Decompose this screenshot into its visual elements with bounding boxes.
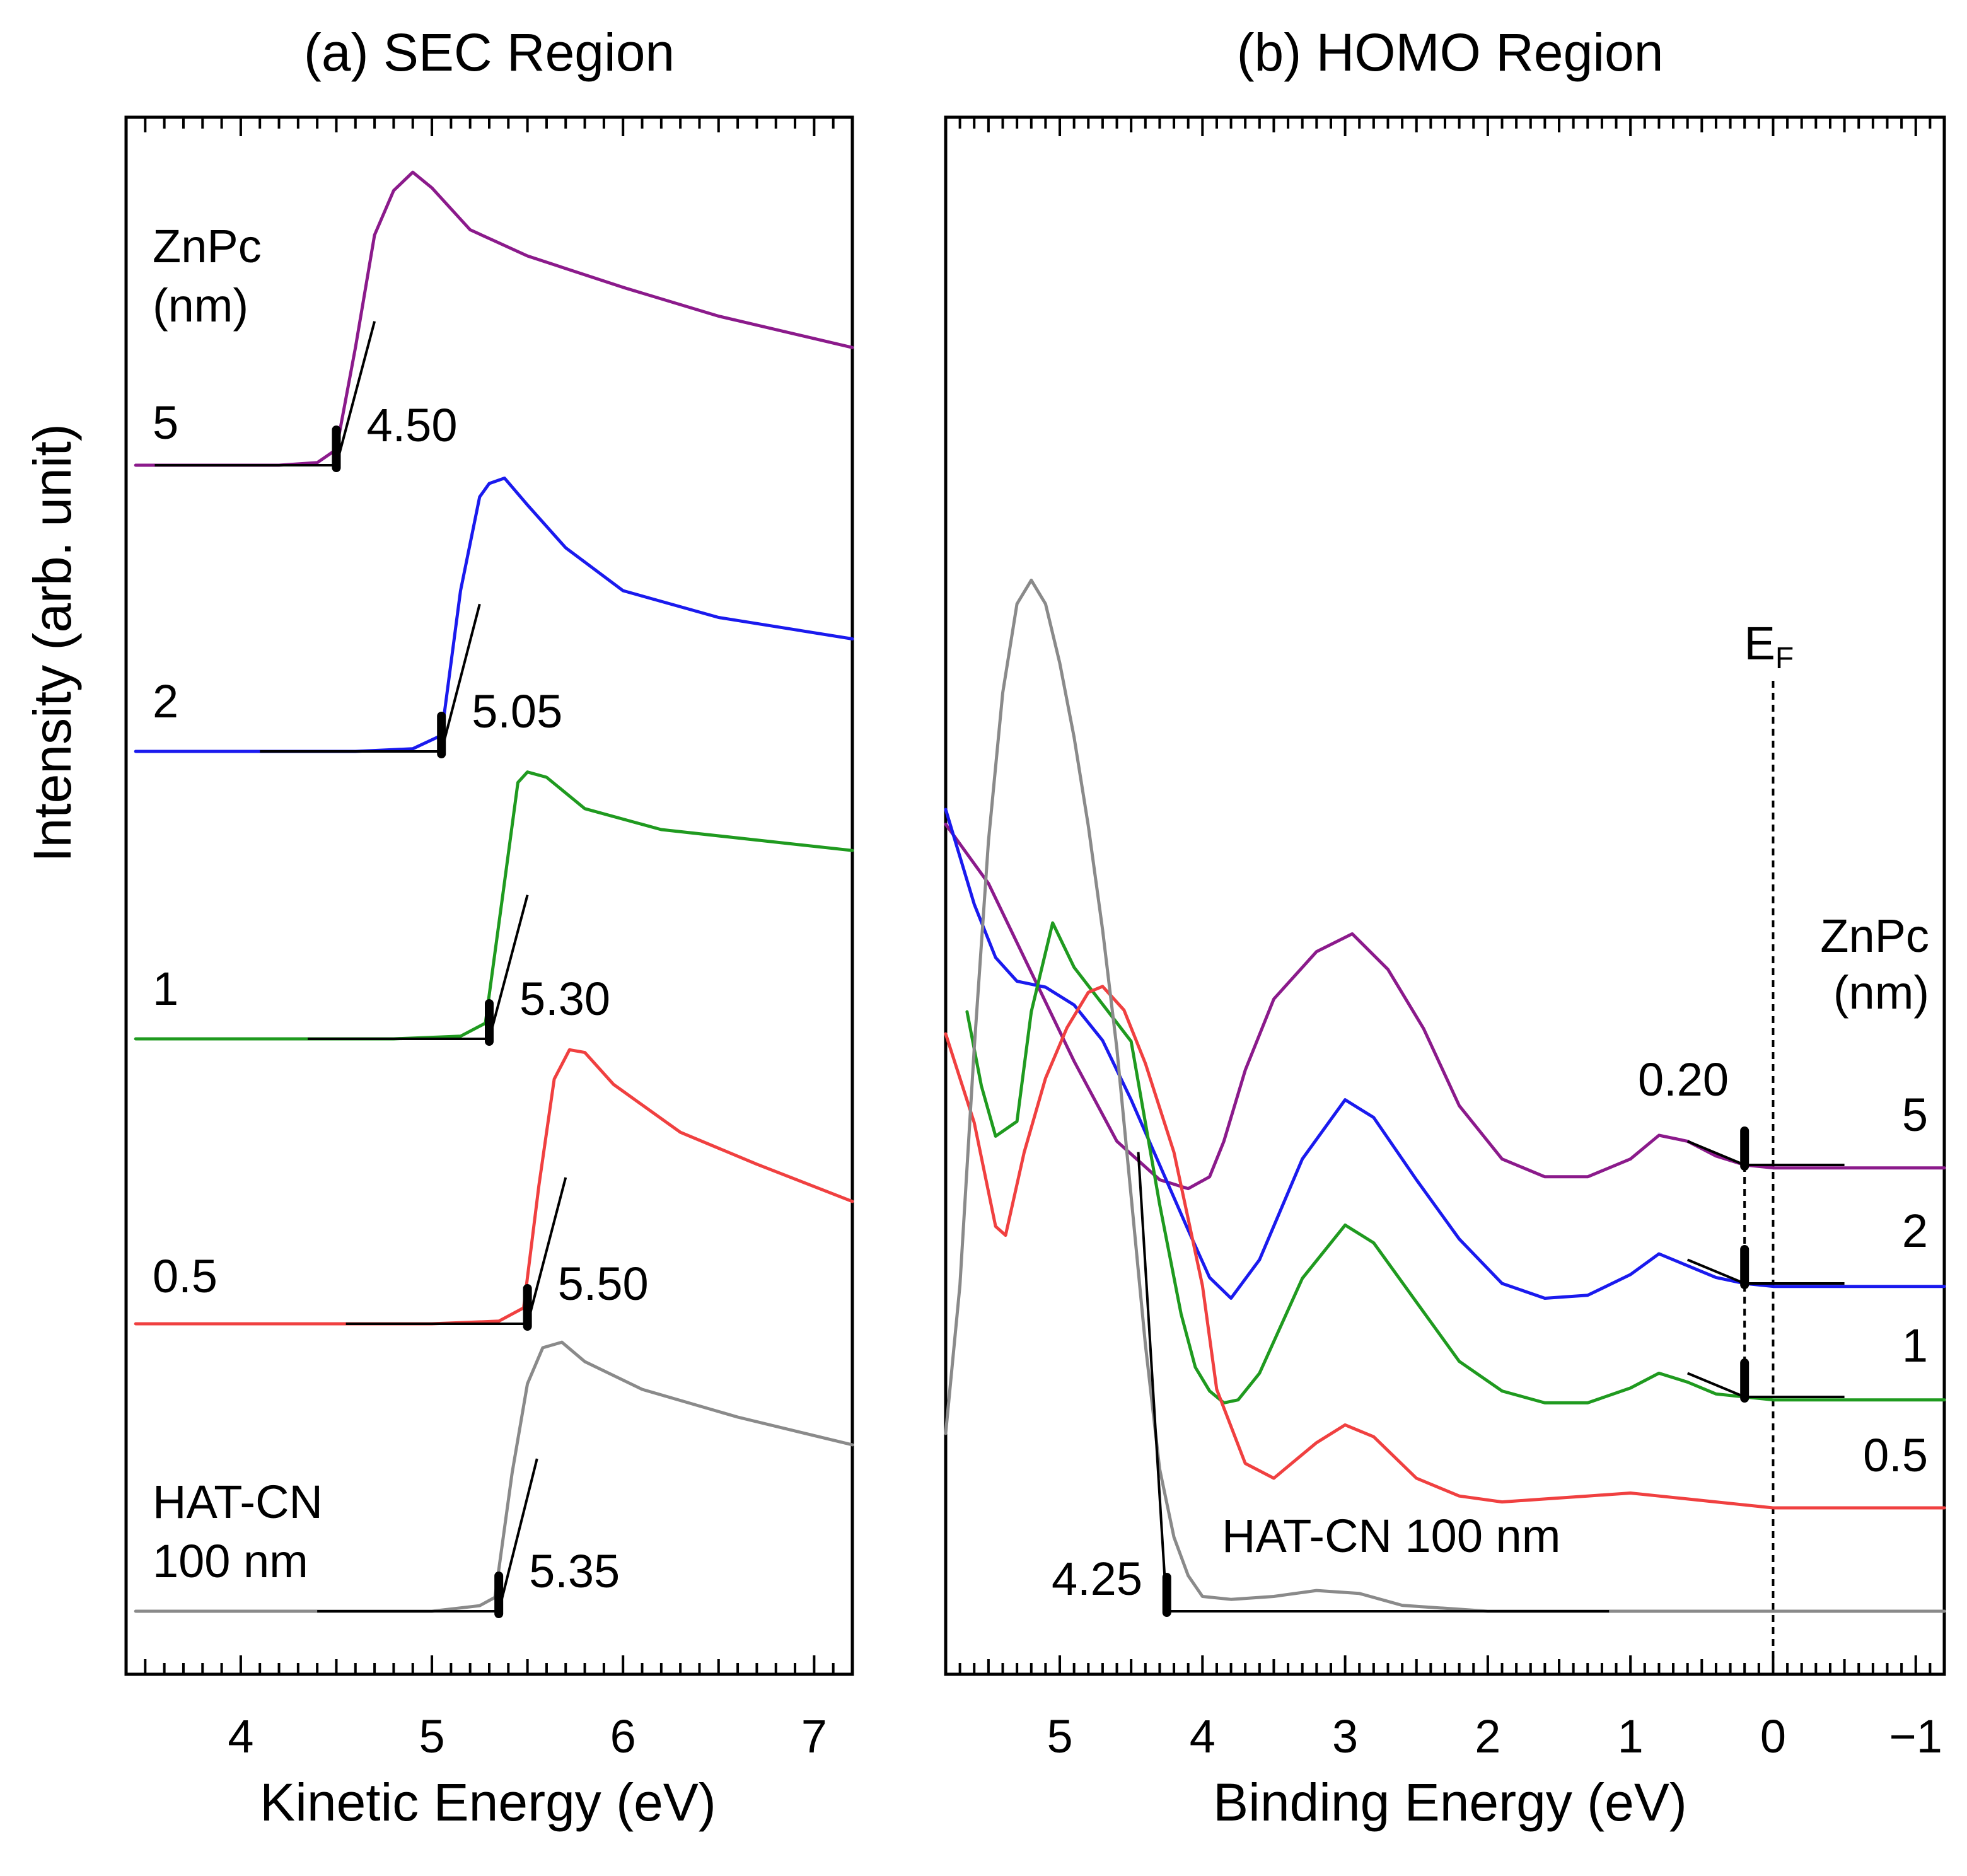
panel-a-edge-fit-1 bbox=[488, 895, 529, 1039]
panel-b-legend-title-line2: (nm) bbox=[1833, 966, 1929, 1019]
panel-a-x-axis-label: Kinetic Energy (eV) bbox=[260, 1773, 716, 1832]
panel-b-x-tick-label: 4 bbox=[1190, 1710, 1216, 1763]
panel-a-cutoff-value-5: 4.50 bbox=[366, 399, 457, 451]
panel-b-tick-labels: 5 4 3 2 1 0 −1 bbox=[1047, 1710, 1942, 1763]
panel-a-trace-0-5 bbox=[134, 1048, 854, 1326]
panel-a-series-labels: 4.50 5 5.05 2 5.30 1 5.50 0.5 5.35 HAT-CN 100 nm bbox=[153, 397, 649, 1597]
panel-a-ticks bbox=[144, 117, 854, 1674]
panel-a-cutoff-value-hat-cn-100-nm: 5.35 bbox=[529, 1545, 620, 1597]
panel-b-series-labels: 5 2 1 0.5 bbox=[1863, 1089, 1928, 1481]
panel-a-edge-fit-5 bbox=[335, 321, 376, 466]
fermi-level-subscript: F bbox=[1775, 642, 1794, 675]
panel-b-ticks bbox=[958, 117, 1946, 1674]
panel-a-edge-fit-hat-cn-100-nm bbox=[497, 1458, 538, 1612]
hatcn-trace-label: HAT-CN 100 nm bbox=[1222, 1510, 1560, 1562]
panel-a-thickness-label-0-5: 0.5 bbox=[153, 1250, 218, 1302]
panel-b-trace-0-5 bbox=[944, 985, 1946, 1510]
panel-a-tick-labels: 4 5 6 7 bbox=[228, 1710, 827, 1763]
panel-b-homo-region: (b) HOMO Region Binding Energy (eV) 5 4 3 2… bbox=[944, 23, 1946, 1832]
panel-a-cutoff-value-0-5: 5.50 bbox=[558, 1258, 649, 1310]
panel-a-cutoff-value-1: 5.30 bbox=[519, 973, 610, 1025]
panel-b-x-tick-label: 0 bbox=[1760, 1710, 1786, 1763]
panel-a-hatcn-label-line1: HAT-CN bbox=[153, 1476, 323, 1528]
panel-b-x-axis-label: Binding Energy (eV) bbox=[1213, 1773, 1687, 1832]
panel-a-thickness-label-2: 2 bbox=[153, 675, 178, 727]
panel-a-thickness-label-1: 1 bbox=[153, 963, 178, 1015]
panel-b-thickness-label-1: 1 bbox=[1902, 1319, 1928, 1372]
panel-b-thickness-label-5: 5 bbox=[1902, 1089, 1928, 1141]
panel-a-x-tick-label: 4 bbox=[228, 1710, 253, 1763]
panel-b-thickness-label-0-5: 0.5 bbox=[1863, 1429, 1928, 1481]
panel-b-trace-5 bbox=[944, 823, 1946, 1191]
panel-b-hatcn-edge-fit bbox=[1137, 1152, 1168, 1612]
panel-b-thickness-label-2: 2 bbox=[1902, 1205, 1928, 1257]
panel-a-legend-title-line2: (nm) bbox=[153, 279, 248, 332]
panel-b-trace-1 bbox=[965, 921, 1946, 1404]
panel-a-thickness-label-5: 5 bbox=[153, 397, 178, 449]
panel-b-x-tick-label: 5 bbox=[1047, 1710, 1072, 1763]
panel-a-legend-title-line1: ZnPc bbox=[153, 220, 262, 272]
panel-a-cutoff-fits bbox=[154, 321, 567, 1618]
panel-a-sec-region: (a) SEC Region Intensity (arb. unit) Kin… bbox=[23, 23, 854, 1832]
panel-b-onset-fits bbox=[1137, 1126, 1845, 1617]
panel-a-trace-5 bbox=[134, 170, 854, 467]
panel-a-traces bbox=[134, 170, 854, 1613]
hatcn-onset-label: 4.25 bbox=[1052, 1553, 1142, 1605]
panel-a-trace-hat-cn-100-nm bbox=[134, 1340, 854, 1613]
panel-b-x-tick-label: −1 bbox=[1889, 1710, 1942, 1763]
panel-a-x-tick-label: 6 bbox=[610, 1710, 636, 1763]
panel-a-x-tick-label: 7 bbox=[801, 1710, 827, 1763]
panel-a-edge-fit-2 bbox=[440, 603, 481, 752]
panel-b-plot-frame bbox=[944, 115, 1946, 1676]
panel-a-trace-1 bbox=[134, 770, 854, 1041]
homo-onset-label: 0.20 bbox=[1638, 1053, 1729, 1106]
panel-b-edge-fit-5 bbox=[1686, 1140, 1745, 1166]
panel-b-title: (b) HOMO Region bbox=[1237, 23, 1664, 82]
panel-a-hatcn-label-line2: 100 nm bbox=[153, 1535, 308, 1587]
panel-b-x-tick-label: 2 bbox=[1475, 1710, 1500, 1763]
fermi-level-label: EF bbox=[1744, 617, 1794, 675]
panel-a-x-tick-label: 5 bbox=[419, 1710, 444, 1763]
panel-a-title: (a) SEC Region bbox=[304, 23, 675, 82]
panel-b-edge-fit-1 bbox=[1686, 1372, 1745, 1398]
panel-a-edge-fit-0-5 bbox=[526, 1177, 567, 1324]
panel-a-cutoff-value-2: 5.05 bbox=[472, 685, 562, 738]
panel-b-legend-title-line1: ZnPc bbox=[1820, 910, 1929, 962]
panel-b-trace-hat-cn-100-nm bbox=[944, 578, 1946, 1613]
panel-a-thickness-label-hat-cn-100-nm: HAT-CN 100 nm bbox=[153, 1476, 323, 1587]
panel-b-x-tick-label: 1 bbox=[1618, 1710, 1644, 1763]
panel-b-traces bbox=[944, 578, 1946, 1613]
panel-b-x-tick-label: 3 bbox=[1332, 1710, 1358, 1763]
panel-b-edge-fit-2 bbox=[1686, 1258, 1745, 1285]
panel-a-trace-2 bbox=[134, 477, 854, 753]
panel-b-trace-2 bbox=[944, 808, 1946, 1300]
y-axis-label: Intensity (arb. unit) bbox=[23, 424, 82, 862]
panel-a-plot-frame bbox=[124, 115, 854, 1676]
